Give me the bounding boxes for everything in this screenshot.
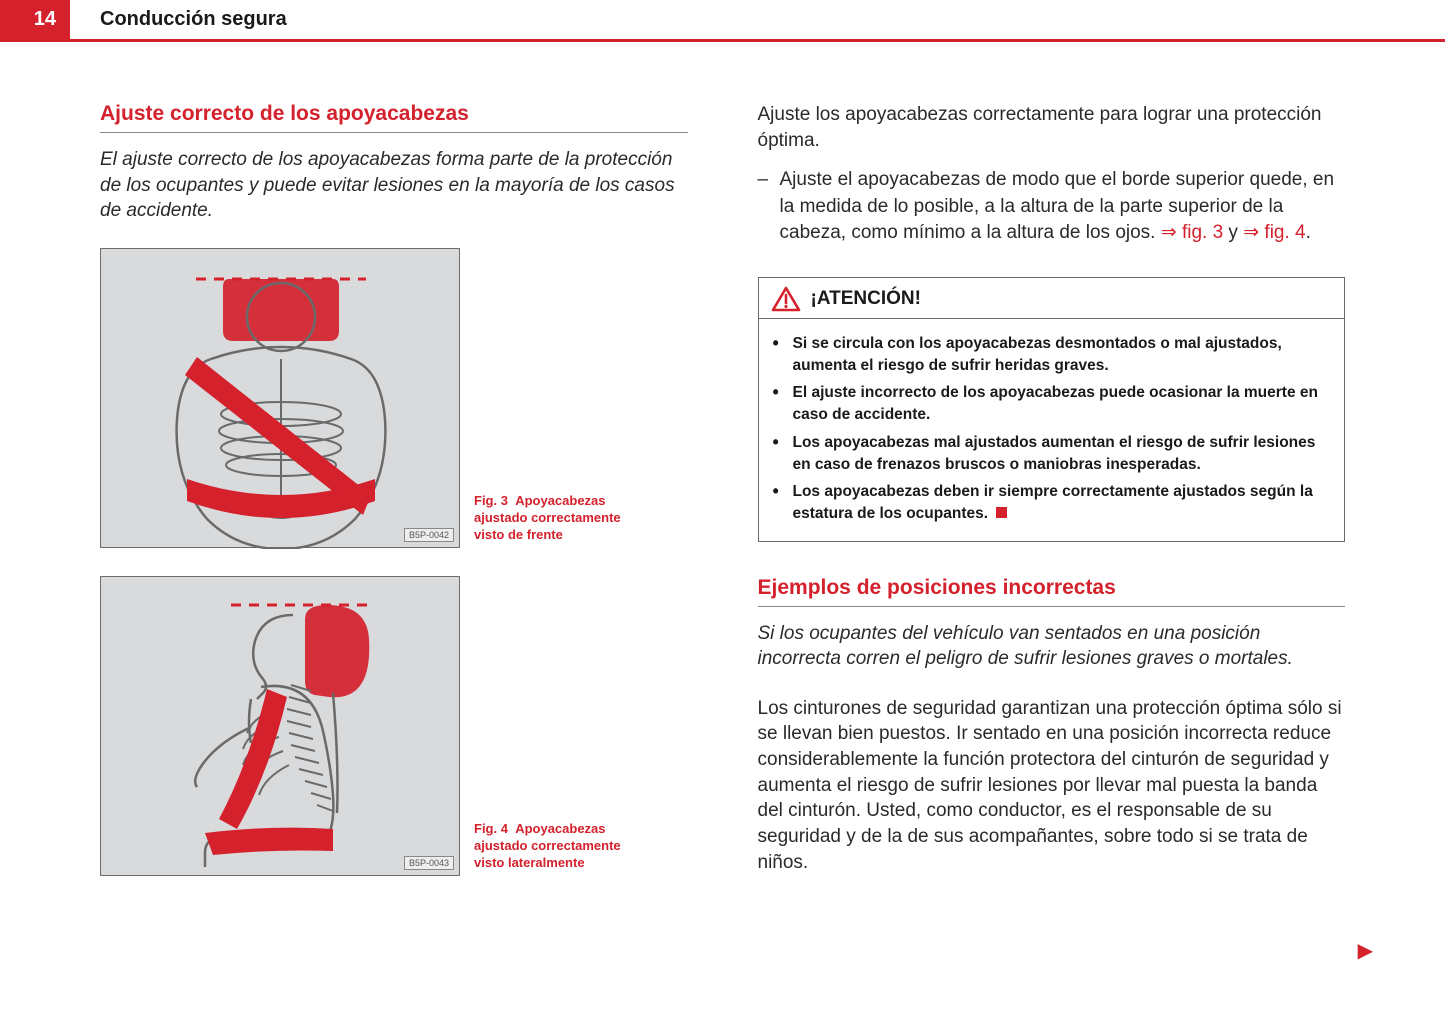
figure-4-image: B5P-0043 (100, 576, 460, 876)
figure-3-label: Fig. 3 (474, 493, 508, 508)
ref-fig3[interactable]: fig. 3 (1182, 222, 1223, 243)
figure-3-code: B5P-0042 (404, 528, 454, 542)
warning-item-last: Los apoyacabezas deben ir siempre correc… (793, 481, 1331, 524)
instruction-bullet: – Ajuste el apoyacabezas de modo que el … (758, 167, 1346, 247)
warning-item-text: Si se circula con los apoyacabezas desmo… (793, 333, 1331, 376)
figure-3-image: B5P-0042 (100, 248, 460, 548)
ref-arrow-1: ⇒ (1161, 222, 1177, 243)
figure-4-code: B5P-0043 (404, 856, 454, 870)
figure-4-label: Fig. 4 (474, 821, 508, 836)
page-header: 14 Conducción segura (0, 0, 1445, 42)
figure-4-caption: Fig. 4 Apoyacabezas ajustado correctamen… (474, 821, 654, 872)
ref-period: . (1306, 222, 1311, 243)
figure-3-svg (101, 249, 461, 549)
chapter-title: Conducción segura (100, 8, 287, 31)
section-title-headrest: Ajuste correcto de los apoyacabezas (100, 102, 688, 133)
warning-box: ¡ATENCIÓN! •Si se circula con los apoyac… (758, 277, 1346, 542)
figure-4-row: B5P-0043 Fig. 4 Apoyacabezas ajustado co… (100, 576, 688, 876)
section2-lead: Si los ocupantes del vehículo van sentad… (758, 621, 1346, 672)
lead-paragraph: El ajuste correcto de los apoyacabezas f… (100, 147, 688, 224)
section2-body: Los cinturones de seguridad garantizan u… (758, 696, 1346, 875)
warning-item: •El ajuste incorrecto de los apoyacabeza… (773, 382, 1331, 425)
section-title-incorrect: Ejemplos de posiciones incorrectas (758, 576, 1346, 607)
warning-item: •Los apoyacabezas deben ir siempre corre… (773, 481, 1331, 524)
warning-item: •Si se circula con los apoyacabezas desm… (773, 333, 1331, 376)
content-area: Ajuste correcto de los apoyacabezas El a… (0, 42, 1445, 929)
warning-title: ¡ATENCIÓN! (811, 288, 921, 310)
bullet-content: Ajuste el apoyacabezas de modo que el bo… (780, 167, 1346, 247)
figure-4-svg (101, 577, 461, 877)
warning-header: ¡ATENCIÓN! (759, 278, 1345, 319)
warning-item-text: Los apoyacabezas deben ir siempre correc… (793, 483, 1313, 522)
end-square-icon (996, 507, 1007, 518)
warning-item: •Los apoyacabezas mal ajustados aumentan… (773, 432, 1331, 475)
figure-3-caption: Fig. 3 Apoyacabezas ajustado correctamen… (474, 493, 654, 544)
ref-fig4[interactable]: fig. 4 (1264, 222, 1305, 243)
warning-item-text: El ajuste incorrecto de los apoyacabezas… (793, 382, 1331, 425)
right-column: Ajuste los apoyacabezas correctamente pa… (758, 102, 1346, 889)
bullet-dash: – (758, 167, 780, 247)
page-number: 14 (0, 0, 70, 41)
left-column: Ajuste correcto de los apoyacabezas El a… (100, 102, 688, 889)
ref-arrow-2: ⇒ (1243, 222, 1259, 243)
warning-item-text: Los apoyacabezas mal ajustados aumentan … (793, 432, 1331, 475)
intro-text: Ajuste los apoyacabezas correctamente pa… (758, 102, 1346, 153)
warning-body: •Si se circula con los apoyacabezas desm… (759, 319, 1345, 541)
warning-triangle-icon (771, 286, 801, 312)
ref-y: y (1223, 222, 1243, 243)
continue-arrow-icon: ▶ (1358, 938, 1373, 963)
figure-3-row: B5P-0042 Fig. 3 Apoyacabezas ajustado co… (100, 248, 688, 548)
